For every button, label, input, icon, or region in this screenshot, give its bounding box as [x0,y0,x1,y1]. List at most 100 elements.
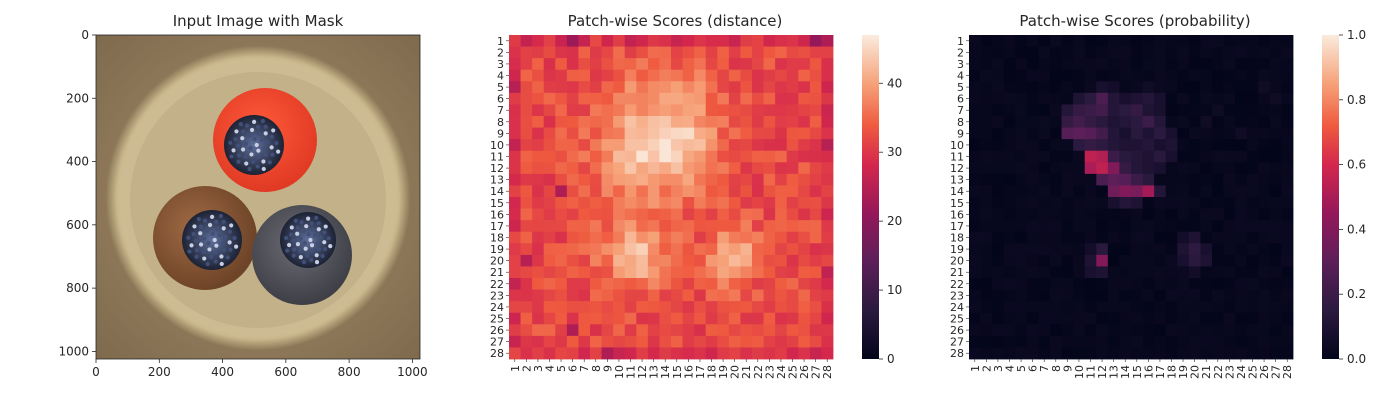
heatmap-cell [682,150,695,163]
heatmap-cell [1269,116,1282,128]
heatmap-cell [740,162,753,175]
heatmap-cell [705,69,718,82]
heatmap-cell [1281,58,1294,71]
heatmap-cell [717,127,730,140]
heatmap-cell [1281,150,1294,163]
wire-strand [263,124,268,130]
heatmap-cell [624,104,637,117]
heatmap-cell [740,58,753,71]
heatmap-cell [578,312,591,325]
heatmap-cell [624,81,637,94]
heatmap-cell [613,243,626,256]
wire-strand [284,235,289,241]
heatmap-cell [1119,312,1132,325]
heatmap-cell [1084,278,1097,290]
heatmap-cell [728,347,741,360]
wire-strand [225,255,230,260]
heatmap-cell [1119,220,1132,233]
heatmap-cell [992,197,1005,209]
heatmap-cell [1003,335,1016,348]
heatmap-cell [624,278,637,290]
heatmap-cell [752,335,764,348]
heatmap-cell [821,220,834,233]
heatmap-cell [1061,243,1074,256]
heatmap-cell [798,289,811,302]
heatmap-cell [980,46,993,59]
heatmap-cell [1061,139,1074,152]
heatmap-cell [671,197,683,209]
heatmap-cell [1119,208,1132,221]
heatmap-cell [1154,127,1167,140]
heatmap-y-tick-label: 4 [957,70,964,83]
heatmap-cell [532,127,545,140]
heatmap-cell [1258,58,1271,71]
heatmap-cell [752,324,764,337]
heatmap-cell [659,162,672,175]
heatmap-cell [1073,127,1086,140]
heatmap-cell [809,116,822,128]
heatmap-cell [786,301,799,314]
wire-strand [238,122,243,127]
heatmap-cell [555,301,568,314]
heatmap-cell [613,231,626,244]
heatmap-cell [821,150,834,163]
heatmap-cell [682,266,695,279]
heatmap-cell [624,173,637,186]
wire-strand [269,145,274,150]
heatmap-cell [601,92,614,105]
heatmap-cell [1061,162,1074,175]
heatmap-cell [1107,231,1120,244]
heatmap-cell [775,173,788,186]
heatmap-cell [520,289,533,302]
heatmap-cell [809,208,822,221]
heatmap-cell [763,185,776,198]
heatmap-cell [992,289,1005,302]
heatmap-cell [578,173,591,186]
heatmap-cell [659,266,672,279]
heatmap-cell [1142,150,1155,163]
heatmap-cell [969,335,981,348]
heatmap-cell [671,116,683,128]
heatmap-cell [1015,231,1028,244]
heatmap-cell [1188,289,1201,302]
heatmap-cell [682,243,695,256]
heatmap-cell [969,162,981,175]
heatmap-cell [1200,162,1213,175]
heatmap-cell [694,254,707,267]
heatmap-cell [694,231,707,244]
heatmap-cell [821,278,834,290]
heatmap-cell [543,92,556,105]
heatmap-x-tick-label: 16 [1142,365,1155,379]
heatmap-cell [566,116,579,128]
wire-strand [229,154,234,159]
heatmap-cell [1050,278,1062,290]
heatmap-cell [520,243,533,256]
heatmap-cell [1003,127,1016,140]
heatmap-cell [1142,278,1155,290]
heatmap-cell [1015,150,1028,163]
heatmap-cell [1246,312,1259,325]
heatmap-x-tick-label: 22 [752,365,765,379]
wire-strand [219,254,224,259]
heatmap-cell [717,347,730,360]
heatmap-cell [1165,69,1178,82]
heatmap-cell [1084,185,1097,198]
heatmap-cell [532,254,545,267]
heatmap-cell [1050,162,1062,175]
heatmap-cell [613,197,626,209]
wire-strand [229,223,234,228]
heatmap-cell [1003,58,1016,71]
heatmap-cell [1107,58,1120,71]
heatmap-cell [1015,69,1028,82]
heatmap-cell [1188,69,1201,82]
heatmap-x-tick-label: 4 [544,365,557,372]
heatmap-x-tick-label: 5 [555,365,568,372]
heatmap-cell [1154,324,1167,337]
heatmap-cell [659,150,672,163]
heatmap-cell [1026,81,1039,94]
heatmap-cell [636,220,649,233]
heatmap-cell [509,150,521,163]
heatmap-cell [798,335,811,348]
heatmap-cell [532,347,545,360]
heatmap-cell [601,220,614,233]
